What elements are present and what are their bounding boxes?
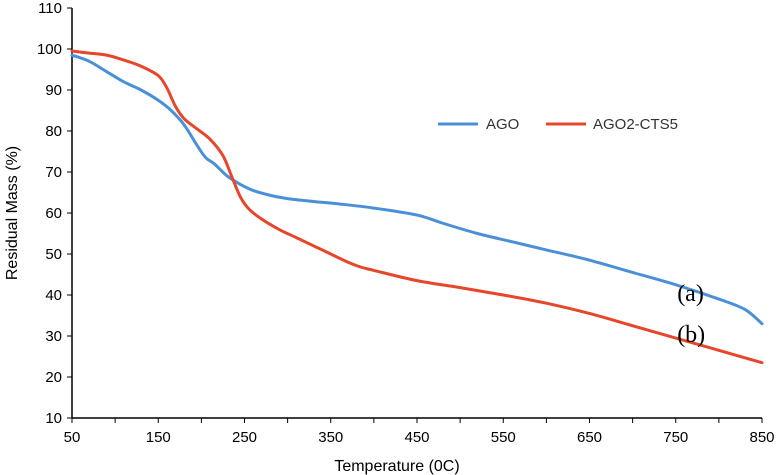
y-tick-label: 30 (45, 328, 62, 345)
y-axis-ticks: 10 20 30 40 50 60 70 80 90 100 110 (37, 0, 72, 427)
x-tick-label: 550 (491, 429, 516, 446)
y-tick-label: 40 (45, 287, 62, 304)
series-layer (70, 49, 764, 365)
legend: AGO AGO2-CTS5 (438, 116, 678, 133)
x-tick-label: 350 (318, 429, 343, 446)
x-tick-label: 150 (146, 429, 171, 446)
x-tick-label: 250 (232, 429, 257, 446)
y-axis-title: Residual Mass (%) (4, 146, 21, 280)
legend-label-ago: AGO (486, 116, 519, 133)
series-line-ago (70, 53, 764, 326)
x-axis-ticks: 50 150 250 350 450 550 650 750 850 (64, 418, 775, 446)
x-tick-label: 650 (577, 429, 602, 446)
y-tick-label: 110 (38, 0, 62, 17)
annotation-b: (b) (677, 322, 705, 348)
y-tick-label: 70 (45, 164, 62, 181)
series-line-ago2-cts5 (70, 49, 764, 365)
annotations: (a) (b) (677, 281, 705, 348)
legend-label-ago2-cts5: AGO2-CTS5 (593, 116, 678, 133)
x-tick-label: 850 (749, 429, 774, 446)
x-axis-title: Temperature (0C) (334, 458, 459, 475)
x-tick-label: 50 (64, 429, 81, 446)
y-tick-label: 10 (45, 410, 62, 427)
y-tick-label: 20 (45, 369, 62, 386)
y-tick-label: 50 (45, 246, 62, 263)
x-tick-label: 450 (404, 429, 429, 446)
plot-area (71, 8, 762, 419)
y-tick-label: 80 (45, 123, 62, 140)
y-tick-label: 60 (45, 205, 62, 222)
y-tick-label: 90 (45, 82, 62, 99)
annotation-a: (a) (677, 281, 704, 307)
x-tick-label: 750 (663, 429, 688, 446)
y-tick-label: 100 (37, 41, 62, 58)
